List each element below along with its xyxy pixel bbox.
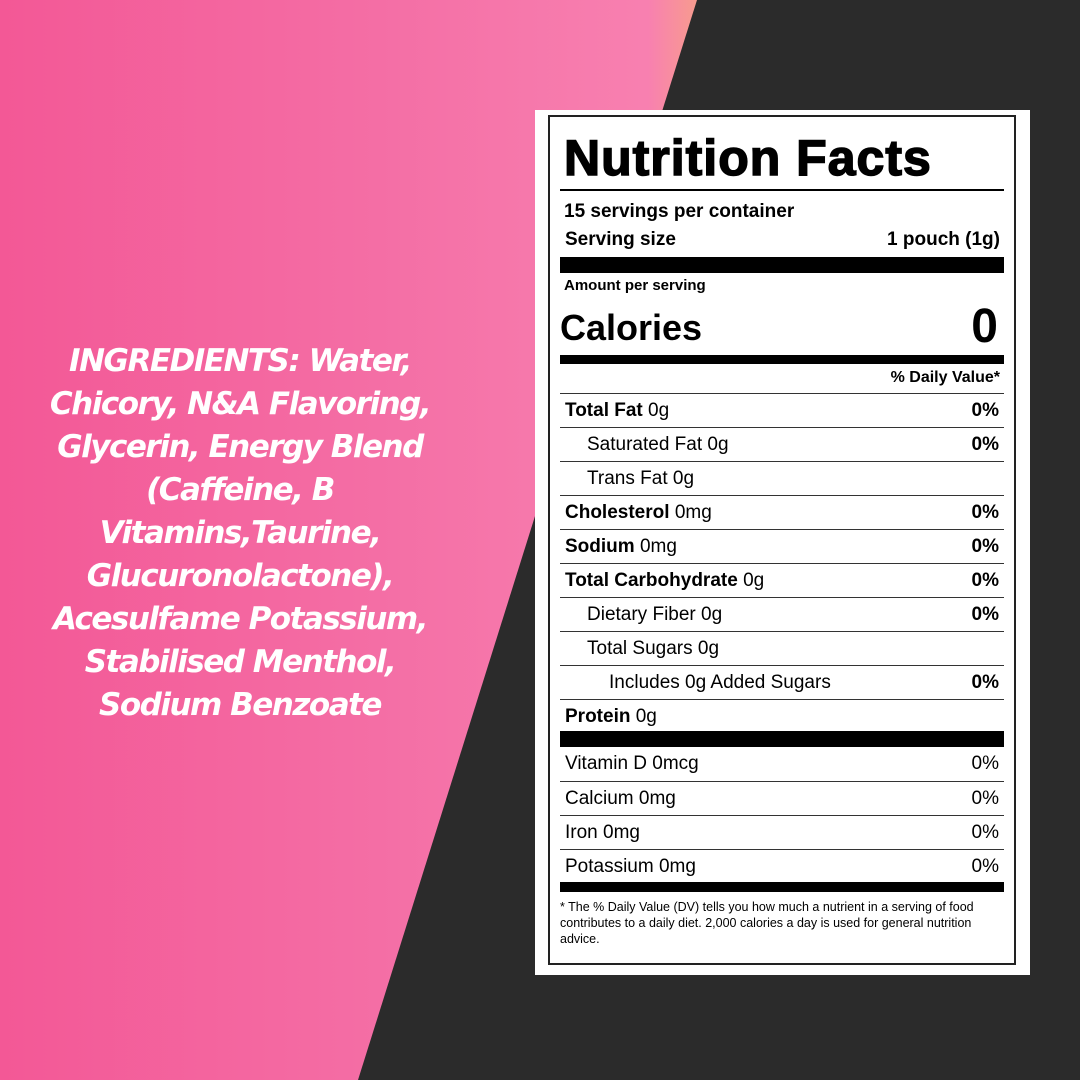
- nutrient-label: Protein: [565, 705, 631, 727]
- nutrient-label: Saturated Fat: [587, 433, 703, 455]
- amount-per-serving: Amount per serving: [564, 277, 706, 294]
- label-title: Nutrition Facts: [563, 129, 932, 187]
- nutrient-name: Total Fat 0g: [565, 400, 669, 422]
- nutrient-row: Dietary Fiber 0g 0%: [560, 597, 1004, 631]
- daily-value-header: % Daily Value*: [890, 369, 1000, 386]
- thick-divider: [560, 882, 1004, 892]
- nutrient-label: Total Carbohydrate: [565, 569, 738, 591]
- nutrient-amount: 0mg: [639, 535, 677, 557]
- vitamin-name: Iron 0mg: [565, 821, 640, 843]
- vitamin-row: Calcium 0mg 0%: [560, 781, 1004, 815]
- nutrient-daily-value: 0%: [971, 569, 999, 591]
- nutrient-row: Saturated Fat 0g 0%: [560, 427, 1004, 461]
- nutrient-row: Total Sugars 0g: [560, 631, 1004, 665]
- nutrient-row: Total Carbohydrate 0g 0%: [560, 563, 1004, 597]
- nutrient-daily-value: 0%: [971, 535, 999, 557]
- nutrient-label: Dietary Fiber: [587, 603, 696, 625]
- serving-size-label: Serving size: [565, 229, 676, 250]
- nutrient-name: Total Carbohydrate 0g: [565, 570, 764, 592]
- nutrient-daily-value: 0%: [971, 501, 999, 523]
- vitamin-name: Calcium 0mg: [565, 787, 676, 809]
- calories-label: Calories: [560, 307, 703, 348]
- nutrition-label-panel: Nutrition Facts 15 servings per containe…: [535, 110, 1030, 975]
- nutrient-row: Cholesterol 0mg 0%: [560, 495, 1004, 529]
- vitamin-name: Vitamin D 0mcg: [565, 753, 699, 774]
- nutrient-row: Sodium 0mg 0%: [560, 529, 1004, 563]
- nutrient-name: Includes 0g Added Sugars: [565, 672, 831, 694]
- nutrient-row: Includes 0g Added Sugars 0%: [560, 665, 1004, 699]
- vitamin-daily-value: 0%: [971, 753, 999, 774]
- nutrient-name: Protein 0g: [565, 706, 657, 728]
- vitamin-row: Vitamin D 0mcg 0%: [560, 747, 1004, 781]
- vitamin-row: Iron 0mg 0%: [560, 815, 1004, 849]
- nutrient-daily-value: 0%: [971, 603, 999, 625]
- nutrient-name: Total Sugars 0g: [565, 638, 719, 660]
- vitamin-daily-value: 0%: [971, 821, 999, 843]
- vitamin-daily-value: 0%: [971, 787, 999, 809]
- nutrient-name: Dietary Fiber 0g: [565, 604, 722, 626]
- nutrient-daily-value: 0%: [971, 433, 999, 455]
- nutrient-label: Total Sugars: [587, 637, 693, 659]
- nutrient-label: Sodium: [565, 535, 635, 557]
- nutrient-label: Trans Fat: [587, 467, 668, 489]
- nutrient-amount: 0g: [648, 399, 670, 421]
- nutrient-amount: 0g: [697, 637, 720, 659]
- footnote: * The % Daily Value (DV) tells you how m…: [560, 900, 974, 946]
- calories-value: 0: [971, 300, 998, 353]
- nutrient-daily-value: 0%: [971, 399, 999, 421]
- nutrient-amount: 0mg: [674, 501, 712, 523]
- nutrient-daily-value: 0%: [971, 671, 999, 693]
- nutrient-name: Sodium 0mg: [565, 536, 677, 558]
- nutrient-row: Protein 0g: [560, 699, 1004, 733]
- divider: [560, 189, 1004, 191]
- ingredients-text: INGREDIENTS: Water, Chicory, N&A Flavori…: [49, 343, 432, 723]
- nutrient-amount: 0g: [635, 705, 657, 727]
- nutrient-label: Total Fat: [565, 399, 643, 421]
- nutrient-amount: 0g: [701, 603, 723, 625]
- nutrient-label: Cholesterol: [565, 501, 670, 523]
- servings-per-container: 15 servings per container: [564, 201, 795, 222]
- nutrition-facts-label: Nutrition Facts 15 servings per containe…: [548, 115, 1016, 965]
- nutrient-row: Total Fat 0g 0%: [560, 393, 1004, 427]
- vitamin-daily-value: 0%: [971, 855, 999, 877]
- vitamin-name: Potassium 0mg: [565, 855, 696, 877]
- nutrient-amount: 0g: [672, 467, 695, 489]
- nutrient-name: Trans Fat 0g: [565, 468, 694, 490]
- thick-divider: [560, 731, 1004, 747]
- nutrient-row: Trans Fat 0g: [560, 461, 1004, 495]
- nutrient-amount: 0g: [707, 433, 729, 455]
- nutrient-name: Cholesterol 0mg: [565, 502, 712, 524]
- nutrient-label: Includes 0g Added Sugars: [609, 671, 831, 693]
- thick-divider: [560, 257, 1004, 273]
- vitamin-row: Potassium 0mg 0%: [560, 849, 1004, 883]
- serving-size-value: 1 pouch (1g): [887, 229, 1000, 250]
- nutrient-name: Saturated Fat 0g: [565, 434, 729, 456]
- nutrient-amount: 0g: [743, 569, 765, 591]
- medium-divider: [560, 355, 1004, 364]
